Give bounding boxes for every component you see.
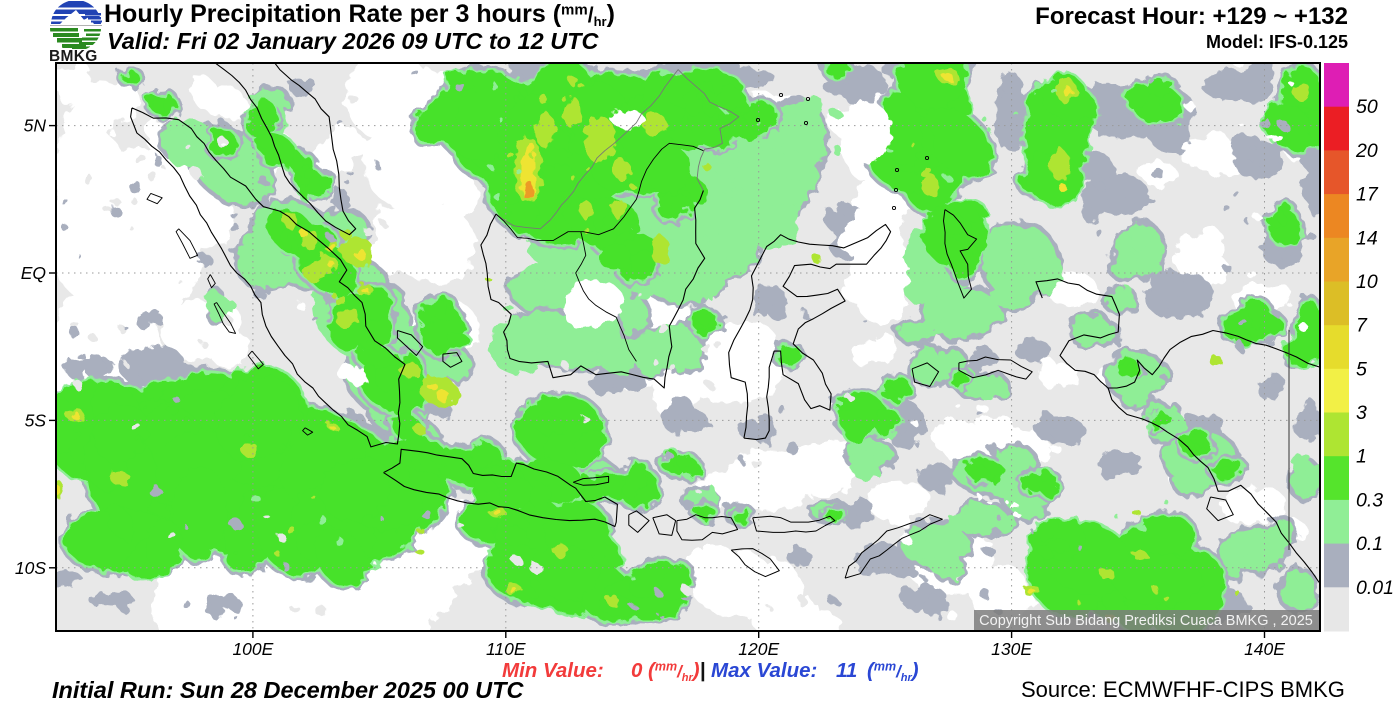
svg-text:10S: 10S [15, 558, 46, 578]
svg-text:100E: 100E [232, 639, 273, 659]
svg-text:Initial Run: Sun 28 December 2: Initial Run: Sun 28 December 2025 00 UTC [52, 677, 524, 703]
svg-text:Model: IFS-0.125: Model: IFS-0.125 [1206, 32, 1348, 52]
svg-text:140E: 140E [1244, 639, 1285, 659]
svg-text:14: 14 [1356, 227, 1378, 249]
svg-text:50: 50 [1356, 96, 1378, 118]
svg-text:EQ: EQ [21, 263, 47, 283]
svg-text:120E: 120E [738, 639, 779, 659]
svg-text:|: | [700, 659, 706, 682]
svg-text:10: 10 [1356, 271, 1378, 293]
svg-text:130E: 130E [991, 639, 1032, 659]
svg-text:Forecast Hour: +129 ~ +132: Forecast Hour: +129 ~ +132 [1035, 3, 1348, 30]
svg-text:5: 5 [1356, 358, 1367, 380]
svg-text:5S: 5S [25, 410, 47, 430]
svg-text:20: 20 [1355, 140, 1378, 162]
svg-text:0.01: 0.01 [1356, 577, 1394, 599]
svg-text:1: 1 [1356, 446, 1367, 468]
svg-text:Valid: Fri 02 January 2026 09: Valid: Fri 02 January 2026 09 UTC to 12 … [107, 28, 600, 54]
svg-text:3: 3 [1356, 402, 1367, 424]
svg-text:0.1: 0.1 [1356, 533, 1383, 555]
svg-text:110E: 110E [486, 639, 526, 659]
svg-text:Source: ECMWFHF-CIPS BMKG: Source: ECMWFHF-CIPS BMKG [1021, 677, 1345, 702]
svg-text:Min Value: 0 (mm/hr): Min Value: 0 (mm/hr) [502, 659, 700, 684]
svg-text:7: 7 [1356, 315, 1368, 337]
svg-text:5N: 5N [24, 116, 47, 136]
svg-text:17: 17 [1356, 184, 1379, 206]
svg-text:Hourly Precipitation Rate per: Hourly Precipitation Rate per 3 hours (m… [104, 0, 615, 29]
svg-text:0.3: 0.3 [1356, 489, 1383, 511]
svg-text:BMKG: BMKG [49, 48, 98, 65]
svg-text:Copyright Sub Bidang Prediksi: Copyright Sub Bidang Prediksi Cuaca BMKG… [979, 613, 1313, 629]
